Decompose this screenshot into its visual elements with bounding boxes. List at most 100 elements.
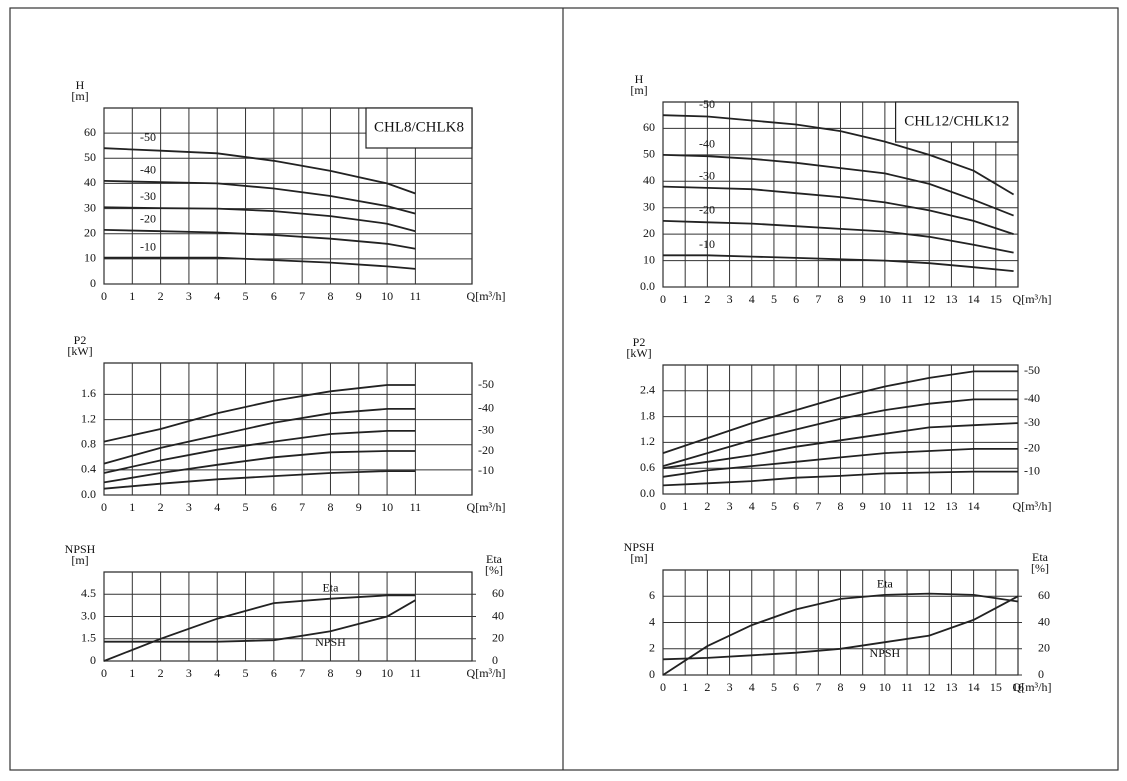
y-tick-label: 30 (84, 200, 96, 214)
x-tick-label: 12 (923, 292, 935, 306)
series-line (104, 599, 416, 643)
x-tick-label: 8 (327, 289, 333, 303)
y-tick-label: 40 (84, 175, 96, 189)
page-border (9, 7, 1119, 771)
series-line (103, 384, 416, 443)
series-line (662, 470, 1018, 487)
x-tick-label: 3 (186, 289, 192, 303)
x-axis-label: Q[m³/h] (467, 500, 506, 514)
x-tick-label: 4 (749, 499, 755, 513)
y2-tick-label: 40 (492, 608, 504, 622)
x-tick-label: 2 (158, 500, 164, 514)
x-tick-label: 13 (945, 680, 957, 694)
x-axis-label: Q[m³/h] (467, 289, 506, 303)
x-tick-label: 10 (381, 289, 393, 303)
x-tick-label: 7 (815, 292, 821, 306)
y-tick-label: 0.0 (640, 486, 655, 500)
series-label: NPSH (870, 646, 901, 660)
y-tick-label: 60 (643, 120, 655, 134)
y-tick-label: 1.2 (640, 434, 655, 448)
y-tick-label: 50 (643, 147, 655, 161)
y-tick-label: 40 (643, 173, 655, 187)
series-label: -20 (478, 443, 494, 457)
x-tick-label: 15 (990, 680, 1002, 694)
y-tick-label: 0 (90, 276, 96, 290)
y-tick-label: 1.8 (640, 408, 655, 422)
y-axis-label: P2 (74, 333, 87, 347)
series-label: -40 (140, 163, 156, 177)
y-axis-label: [m] (630, 83, 647, 97)
series-line (103, 147, 416, 195)
series-line (103, 229, 416, 250)
y-axis-label: [kW] (626, 346, 651, 360)
y-tick-label: 0.4 (81, 462, 96, 476)
x-tick-label: 6 (793, 499, 799, 513)
x-tick-label: 4 (214, 666, 220, 680)
x-tick-label: 1 (129, 666, 135, 680)
x-tick-label: 1 (129, 500, 135, 514)
x-tick-label: 7 (815, 680, 821, 694)
x-tick-label: 0 (660, 680, 666, 694)
series-label: -40 (478, 401, 494, 415)
x-tick-label: 11 (901, 499, 913, 513)
y-tick-label: 1.6 (81, 386, 96, 400)
chart-title: CHL12/CHLK12 (904, 113, 1009, 129)
x-tick-label: 7 (299, 500, 305, 514)
x-tick-label: 8 (327, 666, 333, 680)
y-axis-label: [kW] (67, 344, 92, 358)
x-tick-label: 14 (968, 499, 980, 513)
y2-tick-label: 60 (1038, 588, 1050, 602)
series-label: Eta (877, 577, 894, 591)
series-label: -10 (699, 237, 715, 251)
x-tick-label: 14 (968, 292, 980, 306)
x-tick-label: 6 (271, 666, 277, 680)
y-tick-label: 3.0 (81, 608, 96, 622)
series-line (103, 430, 416, 474)
x-tick-label: 3 (186, 500, 192, 514)
series-line (103, 594, 416, 662)
x-tick-label: 4 (214, 500, 220, 514)
series-label: NPSH (315, 635, 346, 649)
x-tick-label: 10 (879, 680, 891, 694)
y-tick-label: 0 (649, 667, 655, 681)
series-line (663, 254, 1014, 272)
y-tick-label: 50 (84, 150, 96, 164)
y-axis-label: H (76, 78, 85, 92)
series-label: -20 (699, 203, 715, 217)
series-label: Eta (322, 580, 339, 594)
x-axis-label: Q[m³/h] (1013, 680, 1052, 694)
x-tick-label: 7 (299, 666, 305, 680)
series-label: -50 (478, 377, 494, 391)
x-tick-label: 9 (356, 289, 362, 303)
x-tick-label: 8 (327, 500, 333, 514)
x-tick-label: 2 (704, 499, 710, 513)
x-tick-label: 5 (771, 499, 777, 513)
y-tick-label: 30 (643, 199, 655, 213)
series-label: -10 (140, 239, 156, 253)
series-line (103, 408, 416, 465)
series-label: -20 (140, 212, 156, 226)
x-tick-label: 13 (945, 499, 957, 513)
y2-axis-label: [%] (485, 563, 503, 577)
x-tick-label: 0 (660, 499, 666, 513)
x-tick-label: 4 (214, 289, 220, 303)
x-tick-label: 11 (901, 680, 913, 694)
x-tick-label: 8 (838, 680, 844, 694)
y-tick-label: 0 (90, 653, 96, 667)
series-line (662, 114, 1015, 196)
y-tick-label: 0.8 (81, 436, 96, 450)
x-tick-label: 3 (727, 292, 733, 306)
y-tick-label: 10 (643, 252, 655, 266)
series-line (103, 206, 416, 233)
x-tick-label: 0 (660, 292, 666, 306)
series-label: -10 (1024, 463, 1040, 477)
series-label: -50 (699, 97, 715, 111)
series-label: -50 (1024, 363, 1040, 377)
x-tick-label: 2 (704, 680, 710, 694)
series-label: -30 (140, 189, 156, 203)
series-label: -20 (1024, 441, 1040, 455)
series-line (662, 185, 1014, 235)
y-axis-label: [m] (630, 551, 647, 565)
x-tick-label: 7 (299, 289, 305, 303)
x-tick-label: 13 (945, 292, 957, 306)
